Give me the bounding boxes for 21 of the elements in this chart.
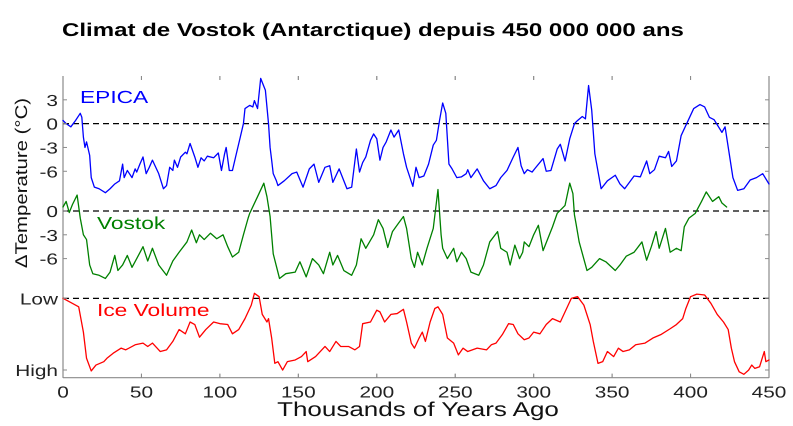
y-tick-label: 3 [46,90,58,109]
x-tick-label: 350 [594,383,630,402]
y-tick-label: -6 [40,250,58,268]
x-tick-label: 400 [673,383,708,402]
y-tick-label: 0 [46,202,58,220]
series-label: Ice Volume [97,301,210,320]
x-tick-label: 50 [130,383,154,402]
chart-title: Climat de Vostok (Antarctique) depuis 450 000 000 ans [62,20,684,40]
text: Low [20,289,59,308]
line-series [62,182,728,280]
x-tick-label: 450 [752,383,786,402]
series-label: EPICA [80,88,149,108]
y-axis-title: ΔTemperature (°C) [12,98,31,268]
y-tick-label: -3 [40,138,58,157]
y-tick-label: -6 [40,162,58,180]
x-tick-label: 100 [202,383,238,402]
y-tick-label: -3 [40,226,58,244]
series-label: Vostok [97,214,166,234]
y-tick-label: 0 [46,114,58,133]
line-series [62,78,770,194]
text: High [15,360,58,380]
